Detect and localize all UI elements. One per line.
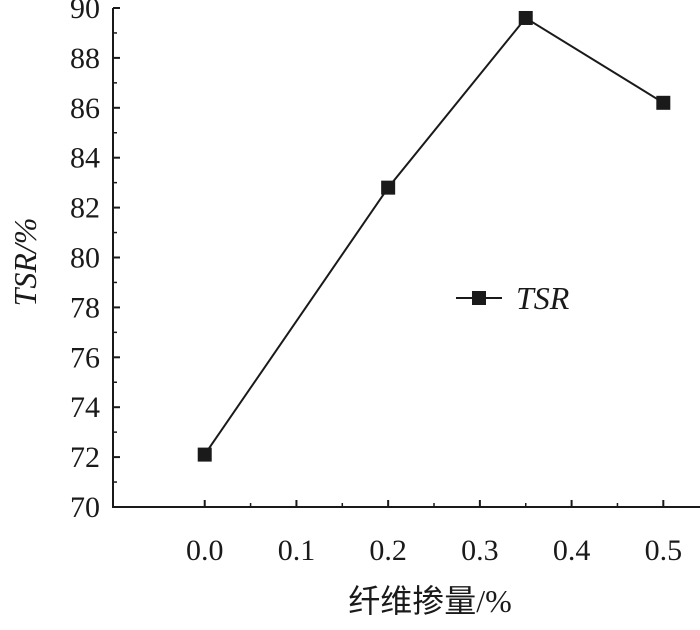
y-tick-label: 74 <box>70 391 100 424</box>
data-point-marker <box>656 95 671 110</box>
series-line-tsr <box>203 16 664 456</box>
y-tick-label: 80 <box>70 242 100 275</box>
y-tick-label: 86 <box>70 92 100 125</box>
y-tick-label: 82 <box>70 192 100 225</box>
x-axis-title: 纤维掺量/% <box>348 583 512 619</box>
y-axis-title: TSR/% <box>7 218 43 307</box>
y-tick-label: 78 <box>70 291 100 324</box>
y-tick-label: 76 <box>70 341 100 374</box>
x-tick-label: 0.1 <box>278 534 316 567</box>
y-tick-label: 70 <box>70 491 100 524</box>
data-point-marker <box>381 180 396 195</box>
data-point-marker <box>518 10 533 25</box>
x-tick-label: 0.4 <box>553 534 591 567</box>
x-tick-label: 0.3 <box>461 534 499 567</box>
data-point-marker <box>197 447 212 462</box>
axes: 70 72 74 76 78 80 82 84 86 88 90 0.0 0.1 0.2 0.3 0.4 0.5 <box>70 0 700 567</box>
series <box>197 10 671 462</box>
y-tick-label: 88 <box>70 42 100 75</box>
y-tick-label: 84 <box>70 142 100 175</box>
x-tick-label: 0.5 <box>645 534 683 567</box>
x-tick-label: 0.0 <box>186 534 224 567</box>
legend-label: TSR <box>516 280 570 316</box>
x-tick-label: 0.2 <box>369 534 407 567</box>
legend-marker-square <box>472 291 486 305</box>
y-tick-label: 90 <box>70 0 100 25</box>
y-tick-label: 72 <box>70 441 100 474</box>
legend: TSR <box>456 280 570 316</box>
